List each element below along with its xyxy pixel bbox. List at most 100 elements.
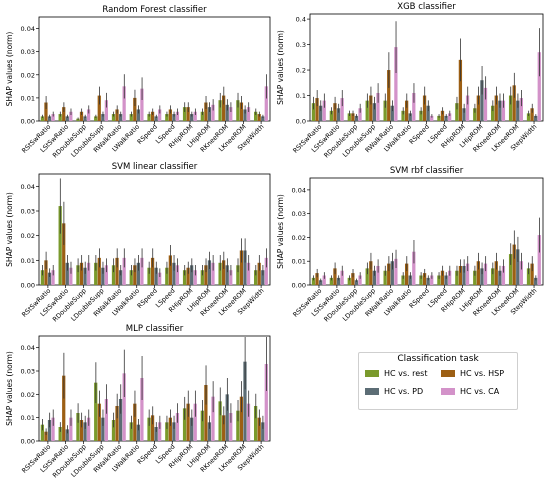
bar xyxy=(526,268,531,285)
y-tick-label: 0.3 xyxy=(296,41,306,49)
bar xyxy=(404,100,409,121)
bar xyxy=(193,403,197,441)
bar xyxy=(104,265,108,285)
bar xyxy=(455,270,459,285)
bar xyxy=(333,103,337,121)
bar xyxy=(182,107,187,121)
bar xyxy=(430,275,434,285)
y-tick-label: 0.00 xyxy=(292,282,306,290)
bar xyxy=(200,111,204,121)
legend-label: HC vs. rest xyxy=(384,369,428,378)
bar xyxy=(483,87,488,121)
bar xyxy=(419,110,423,121)
y-tick-label: 0.01 xyxy=(21,414,35,422)
legend-swatch xyxy=(441,370,455,377)
bar xyxy=(218,100,222,121)
bar xyxy=(501,265,506,285)
y-tick-label: 0.04 xyxy=(21,344,35,352)
bar xyxy=(318,105,323,121)
bar xyxy=(239,396,244,441)
bar xyxy=(150,257,155,285)
bar xyxy=(387,70,391,121)
bar xyxy=(394,47,398,121)
bar xyxy=(83,116,87,121)
bar xyxy=(458,265,463,285)
bar xyxy=(140,257,144,285)
bar xyxy=(122,257,126,285)
bar xyxy=(207,107,212,121)
bar xyxy=(58,427,62,441)
bar xyxy=(111,114,116,121)
bar xyxy=(351,113,355,121)
bar xyxy=(318,280,323,285)
bar xyxy=(175,413,180,441)
bar xyxy=(51,270,55,285)
y-axis-label: SHAP values (norm) xyxy=(5,32,14,107)
legend-item-hc-vs-ca: HC vs. CA xyxy=(441,387,499,396)
bar xyxy=(200,410,204,441)
bar xyxy=(211,396,215,441)
bar xyxy=(236,410,240,441)
bar xyxy=(62,223,66,285)
bar xyxy=(186,107,190,121)
legend-title: Classification task xyxy=(397,354,479,364)
bar xyxy=(254,111,258,121)
bar xyxy=(190,265,194,285)
bar xyxy=(129,422,133,441)
bar xyxy=(401,110,405,121)
bar xyxy=(83,267,87,285)
bar xyxy=(426,277,430,285)
bar xyxy=(79,420,84,441)
bar xyxy=(239,250,244,285)
bar xyxy=(437,115,441,121)
bar xyxy=(47,272,52,285)
bar xyxy=(168,417,172,441)
bar xyxy=(133,97,137,121)
bar xyxy=(480,80,484,121)
bar xyxy=(86,262,91,285)
x-tick-label: RSpeed xyxy=(408,287,431,310)
chart-panel-2: XGB classifier 0.0 0.1 0.2 0.3 0.4 SHAP values… xyxy=(276,2,544,160)
bar xyxy=(473,270,477,285)
bar xyxy=(154,116,158,121)
bar xyxy=(508,254,513,285)
chart-title: SVM linear classifier xyxy=(112,162,198,172)
bar xyxy=(218,401,222,441)
bar xyxy=(261,116,265,121)
bar xyxy=(218,262,222,285)
bar xyxy=(365,100,369,121)
bar xyxy=(65,116,69,121)
bar xyxy=(243,109,247,121)
bar xyxy=(508,95,513,121)
y-tick-label: 0.03 xyxy=(21,368,35,376)
bar xyxy=(483,263,488,285)
chart-panel-1: Random Forest classifier 0.00 0.01 0.02 0.03… xyxy=(5,5,271,160)
bar xyxy=(494,95,498,121)
y-tick-label: 0.01 xyxy=(21,257,35,265)
bar xyxy=(239,102,244,121)
bar xyxy=(147,267,151,285)
bar xyxy=(76,413,80,441)
bar xyxy=(390,105,394,121)
bar xyxy=(97,403,101,441)
bar xyxy=(62,107,66,121)
y-tick-label: 0.03 xyxy=(292,210,306,218)
bar xyxy=(458,59,463,121)
y-tick-label: 0.03 xyxy=(21,48,35,56)
y-axis-label: SHAP values (norm) xyxy=(5,351,14,426)
bar xyxy=(444,115,448,121)
bar xyxy=(211,104,215,121)
y-tick-label: 0.00 xyxy=(21,282,35,290)
bar xyxy=(211,262,215,285)
bar xyxy=(207,422,212,441)
bar xyxy=(519,261,523,285)
bar xyxy=(498,270,502,285)
bar xyxy=(136,262,140,285)
bar xyxy=(190,114,194,121)
chart-title: Random Forest classifier xyxy=(102,5,207,15)
bar xyxy=(122,373,126,441)
bar xyxy=(322,100,326,121)
bar xyxy=(501,100,506,121)
bar xyxy=(150,415,155,441)
